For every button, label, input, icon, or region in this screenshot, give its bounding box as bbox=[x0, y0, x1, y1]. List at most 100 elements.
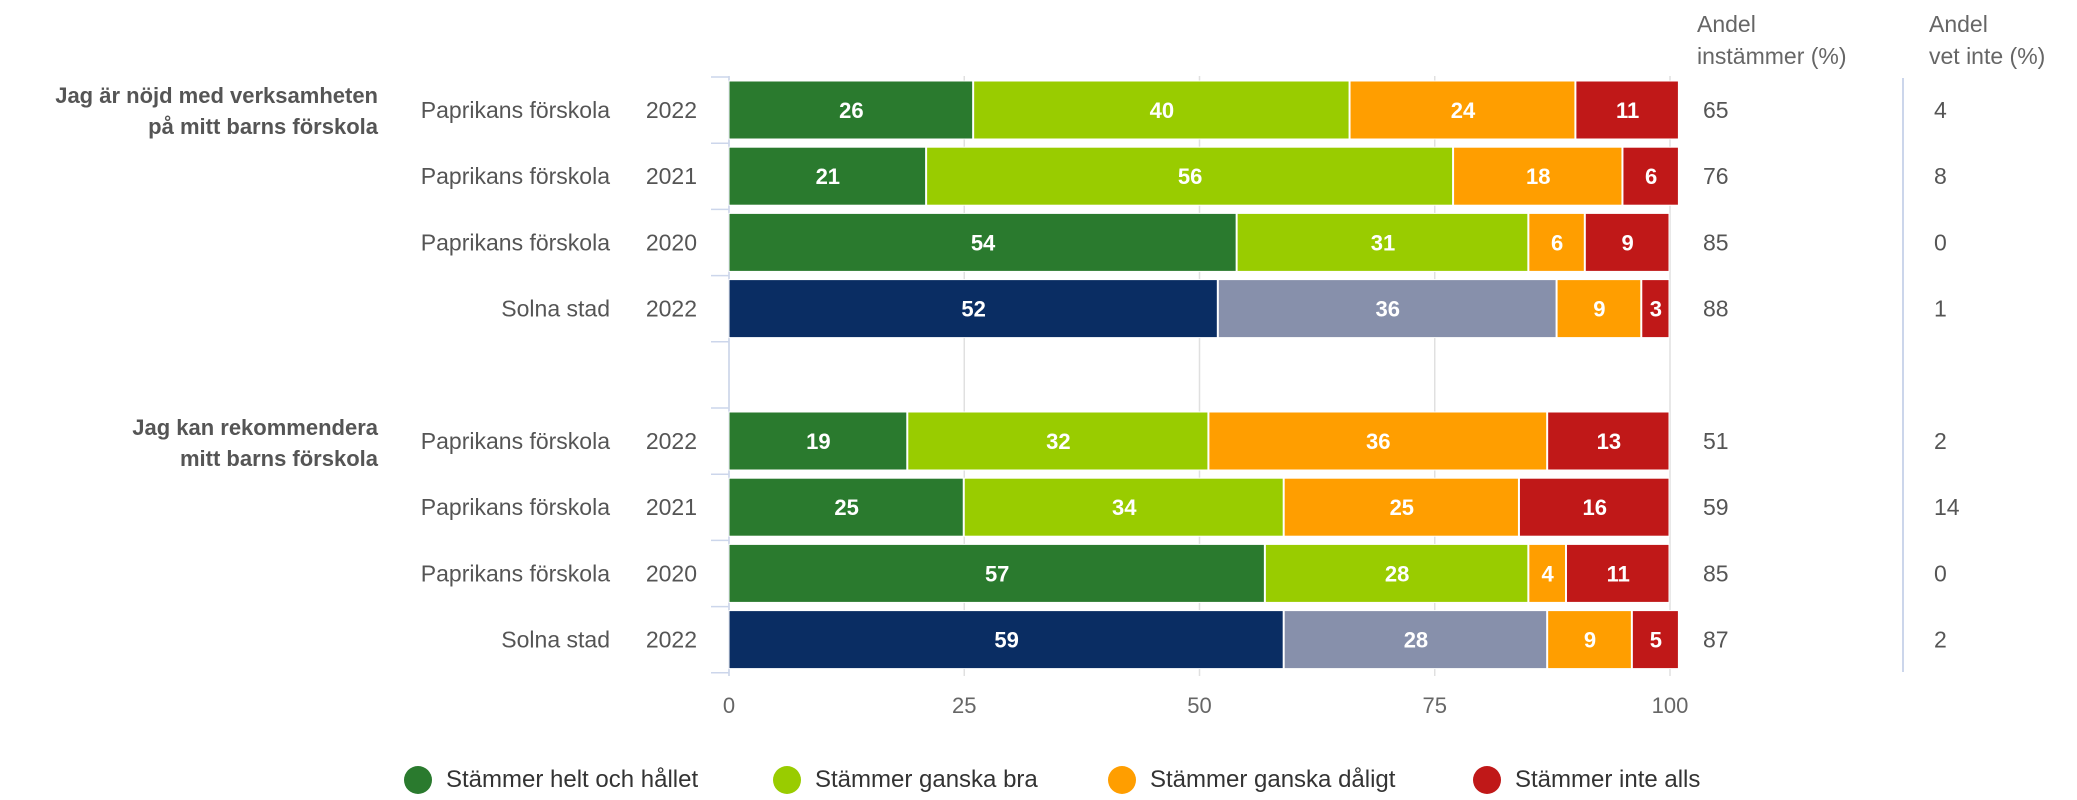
bar-segment bbox=[1518, 477, 1670, 537]
bar-segment bbox=[1556, 279, 1642, 339]
legend-label: Stämmer ganska bra bbox=[815, 766, 1038, 793]
data-label: 54 bbox=[971, 230, 996, 255]
column-header-line: Andel bbox=[1929, 11, 1988, 37]
data-label: 11 bbox=[1607, 561, 1630, 586]
data-label: 9 bbox=[1584, 628, 1596, 653]
data-label: 21 bbox=[816, 164, 840, 189]
legend-item[interactable]: Stämmer ganska dåligt bbox=[1108, 760, 1395, 800]
column-header-dont-know: Andel vet inte (%) bbox=[1929, 8, 2045, 72]
bar-segment bbox=[1584, 212, 1670, 272]
x-tick-label: 75 bbox=[1423, 693, 1447, 718]
data-label: 11 bbox=[1616, 98, 1639, 123]
bar-segment bbox=[728, 477, 964, 537]
legend-label: Stämmer helt och hållet bbox=[446, 766, 699, 793]
dont-know-value: 0 bbox=[1934, 560, 1947, 586]
data-label: 24 bbox=[1451, 98, 1476, 123]
data-label: 6 bbox=[1645, 164, 1657, 189]
unit-label: Solna stad bbox=[501, 296, 610, 322]
dont-know-value: 14 bbox=[1934, 494, 1960, 520]
dont-know-value: 2 bbox=[1934, 428, 1947, 454]
column-header-line: vet inte (%) bbox=[1929, 43, 2046, 69]
data-label: 36 bbox=[1366, 429, 1390, 454]
bar-segment bbox=[1349, 80, 1576, 140]
legend: Stämmer helt och hållet Stämmer ganska b… bbox=[0, 760, 2077, 800]
question-label-recommend: Jag kan rekommendera mitt barns förskola bbox=[0, 412, 378, 474]
data-label: 26 bbox=[839, 98, 863, 123]
data-label: 25 bbox=[834, 495, 858, 520]
data-label: 13 bbox=[1597, 429, 1621, 454]
legend-dot-icon bbox=[1473, 766, 1501, 794]
agree-value: 59 bbox=[1703, 494, 1729, 520]
bar-segment bbox=[728, 610, 1284, 670]
question-label-line: på mitt barns förskola bbox=[148, 114, 378, 139]
unit-label: Solna stad bbox=[501, 627, 610, 653]
legend-item[interactable]: Stämmer ganska bra bbox=[773, 760, 1038, 800]
bar-segment bbox=[1217, 279, 1557, 339]
year-label: 2020 bbox=[646, 560, 697, 586]
bar-segment bbox=[728, 279, 1218, 339]
unit-label: Paprikans förskola bbox=[421, 494, 610, 520]
legend-item[interactable]: Stämmer inte alls bbox=[1473, 760, 1700, 800]
data-label: 28 bbox=[1385, 561, 1409, 586]
x-tick-label: 100 bbox=[1652, 693, 1689, 718]
data-label: 56 bbox=[1178, 164, 1202, 189]
bar-segment bbox=[1575, 80, 1679, 140]
agree-value: 85 bbox=[1703, 560, 1729, 586]
data-label: 18 bbox=[1526, 164, 1550, 189]
bar-segment bbox=[1528, 543, 1566, 603]
bar-segment bbox=[1283, 610, 1548, 670]
agree-value: 51 bbox=[1703, 428, 1729, 454]
legend-dot-icon bbox=[1108, 766, 1136, 794]
bar-segment bbox=[973, 80, 1350, 140]
bar-segment bbox=[1453, 146, 1623, 206]
data-label: 9 bbox=[1593, 297, 1605, 322]
bar-segment bbox=[1528, 212, 1585, 272]
bar-segment bbox=[1208, 411, 1548, 471]
x-tick-label: 0 bbox=[723, 693, 735, 718]
legend-dot-icon bbox=[773, 766, 801, 794]
column-header-line: instämmer (%) bbox=[1697, 43, 1847, 69]
data-label: 57 bbox=[985, 561, 1009, 586]
unit-label: Paprikans förskola bbox=[421, 163, 610, 189]
bar-segment bbox=[728, 411, 908, 471]
data-label: 59 bbox=[994, 628, 1018, 653]
bar-segment bbox=[963, 477, 1284, 537]
legend-item[interactable]: Stämmer helt och hållet bbox=[404, 760, 698, 800]
data-label: 3 bbox=[1650, 297, 1662, 322]
column-header-agree: Andel instämmer (%) bbox=[1697, 8, 1847, 72]
data-label: 6 bbox=[1551, 230, 1563, 255]
year-label: 2022 bbox=[646, 296, 697, 322]
agree-value: 85 bbox=[1703, 229, 1729, 255]
agree-value: 88 bbox=[1703, 296, 1729, 322]
data-label: 25 bbox=[1390, 495, 1414, 520]
year-label: 2021 bbox=[646, 163, 697, 189]
data-label: 28 bbox=[1404, 628, 1428, 653]
bar-segment bbox=[1622, 146, 1679, 206]
bar-segment bbox=[1547, 610, 1632, 670]
bar-segment bbox=[1283, 477, 1519, 537]
data-label: 36 bbox=[1375, 297, 1399, 322]
column-header-line: Andel bbox=[1697, 11, 1756, 37]
question-label-line: Jag kan rekommendera bbox=[132, 415, 378, 440]
question-label-line: Jag är nöjd med verksamheten bbox=[55, 83, 378, 108]
bar-segment bbox=[728, 146, 927, 206]
bar-segment bbox=[1565, 543, 1670, 603]
unit-label: Paprikans förskola bbox=[421, 428, 610, 454]
dont-know-value: 4 bbox=[1934, 97, 1947, 123]
data-label: 52 bbox=[961, 297, 985, 322]
question-label-satisfied: Jag är nöjd med verksamheten på mitt bar… bbox=[0, 80, 378, 142]
dont-know-value: 0 bbox=[1934, 229, 1947, 255]
year-label: 2022 bbox=[646, 428, 697, 454]
year-label: 2022 bbox=[646, 627, 697, 653]
dont-know-value: 8 bbox=[1934, 163, 1947, 189]
legend-label: Stämmer ganska dåligt bbox=[1150, 766, 1396, 793]
data-label: 32 bbox=[1046, 429, 1070, 454]
x-tick-label: 50 bbox=[1187, 693, 1211, 718]
bar-segment bbox=[1631, 610, 1679, 670]
bar-segment bbox=[907, 411, 1209, 471]
bar-segment bbox=[728, 543, 1265, 603]
data-label: 19 bbox=[806, 429, 830, 454]
agree-value: 76 bbox=[1703, 163, 1729, 189]
